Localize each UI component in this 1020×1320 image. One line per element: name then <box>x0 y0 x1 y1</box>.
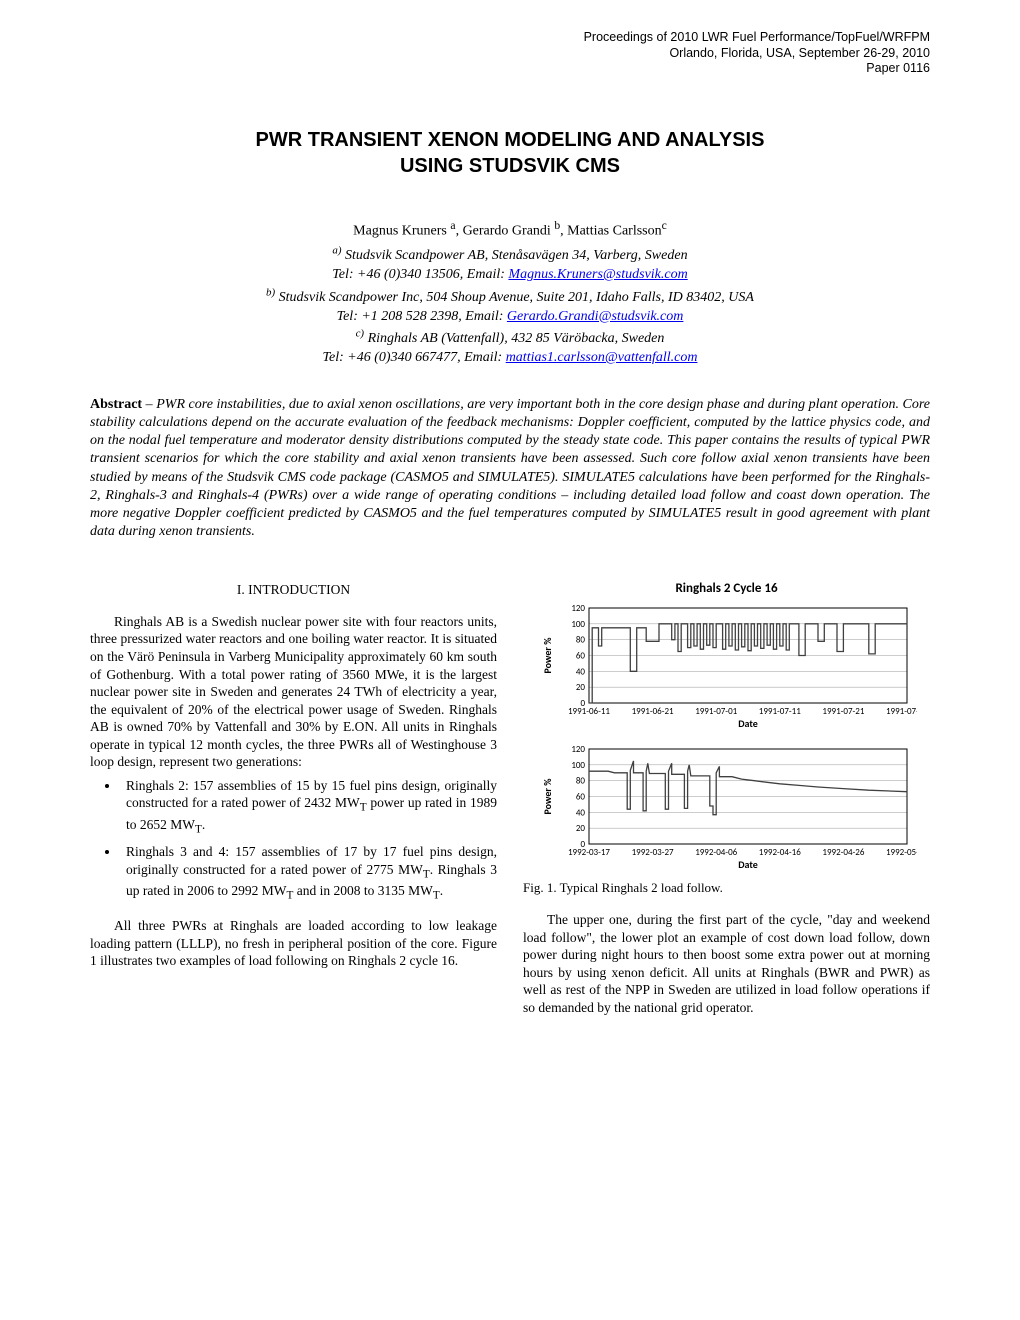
authors: Magnus Kruners a, Gerardo Grandi b, Matt… <box>90 219 930 240</box>
figure-1-caption: Fig. 1. Typical Ringhals 2 load follow. <box>523 880 930 897</box>
svg-text:1991-07-31: 1991-07-31 <box>885 706 916 717</box>
svg-text:20: 20 <box>575 823 585 834</box>
title-line-2: USING STUDSVIK CMS <box>90 153 930 179</box>
bullet-ringhals-2: Ringhals 2: 157 assemblies of 15 by 15 f… <box>120 777 497 837</box>
svg-text:1992-04-16: 1992-04-16 <box>758 847 800 858</box>
email-link-a[interactable]: Magnus.Kruners@studsvik.com <box>508 267 687 282</box>
figure-1-title: Ringhals 2 Cycle 16 <box>523 581 930 598</box>
svg-text:Power %: Power % <box>541 637 554 674</box>
affiliation-a: a) Studsvik Scandpower AB, Stenåsavägen … <box>90 244 930 267</box>
svg-text:Date: Date <box>738 858 758 871</box>
svg-text:1992-03-17: 1992-03-17 <box>567 847 609 858</box>
bullet-ringhals-3-4: Ringhals 3 and 4: 157 assemblies of 17 b… <box>120 843 497 903</box>
svg-text:1991-06-21: 1991-06-21 <box>631 706 673 717</box>
affiliation-b: b) Studsvik Scandpower Inc, 504 Shoup Av… <box>90 285 930 308</box>
abstract-text: PWR core instabilities, due to axial xen… <box>90 397 930 539</box>
body-columns: I. INTRODUCTION Ringhals AB is a Swedish… <box>90 581 930 1018</box>
right-para-1: The upper one, during the first part of … <box>523 911 930 1016</box>
abstract-dash: – <box>142 397 156 412</box>
left-column: I. INTRODUCTION Ringhals AB is a Swedish… <box>90 581 497 1018</box>
affil-c-tel: Tel: +46 (0)340 667477, Email: <box>323 350 506 365</box>
reactor-bullets: Ringhals 2: 157 assemblies of 15 by 15 f… <box>90 777 497 903</box>
affil-a-tel: Tel: +46 (0)340 13506, Email: <box>332 267 508 282</box>
chart-top: 0204060801001201991-06-111991-06-211991-… <box>537 600 917 735</box>
intro-para-2: All three PWRs at Ringhals are loaded ac… <box>90 917 497 970</box>
affil-c-text: c) Ringhals AB (Vattenfall), 432 85 Värö… <box>356 331 665 346</box>
intro-para-1: Ringhals AB is a Swedish nuclear power s… <box>90 613 497 771</box>
paper-number: Paper 0116 <box>90 61 930 77</box>
affil-b-text: b) Studsvik Scandpower Inc, 504 Shoup Av… <box>266 290 754 305</box>
proceedings-line: Proceedings of 2010 LWR Fuel Performance… <box>90 30 930 46</box>
paper-title: PWR TRANSIENT XENON MODELING AND ANALYSI… <box>90 127 930 179</box>
svg-text:1992-05-06: 1992-05-06 <box>885 847 916 858</box>
figure-1: Ringhals 2 Cycle 16 0204060801001201991-… <box>523 581 930 876</box>
title-line-1: PWR TRANSIENT XENON MODELING AND ANALYSI… <box>90 127 930 153</box>
svg-text:1991-07-11: 1991-07-11 <box>758 706 800 717</box>
svg-text:100: 100 <box>571 760 585 771</box>
svg-text:1992-04-06: 1992-04-06 <box>695 847 737 858</box>
svg-text:40: 40 <box>575 667 585 678</box>
abstract-label: Abstract <box>90 397 142 412</box>
right-column: Ringhals 2 Cycle 16 0204060801001201991-… <box>523 581 930 1018</box>
svg-text:1991-06-11: 1991-06-11 <box>567 706 609 717</box>
affiliation-c: c) Ringhals AB (Vattenfall), 432 85 Värö… <box>90 326 930 349</box>
svg-text:80: 80 <box>575 776 585 787</box>
abstract: Abstract – PWR core instabilities, due t… <box>90 396 930 542</box>
svg-text:Power %: Power % <box>541 778 554 815</box>
svg-text:1991-07-21: 1991-07-21 <box>822 706 864 717</box>
affiliation-a-contact: Tel: +46 (0)340 13506, Email: Magnus.Kru… <box>90 266 930 285</box>
svg-text:60: 60 <box>575 651 585 662</box>
svg-text:1992-04-26: 1992-04-26 <box>822 847 864 858</box>
svg-text:120: 120 <box>571 603 585 614</box>
affil-a-text: a) Studsvik Scandpower AB, Stenåsavägen … <box>332 248 687 263</box>
conference-header: Proceedings of 2010 LWR Fuel Performance… <box>90 30 930 77</box>
email-link-b[interactable]: Gerardo.Grandi@studsvik.com <box>507 309 683 324</box>
svg-text:20: 20 <box>575 682 585 693</box>
svg-text:40: 40 <box>575 808 585 819</box>
affiliation-c-contact: Tel: +46 (0)340 667477, Email: mattias1.… <box>90 349 930 368</box>
location-line: Orlando, Florida, USA, September 26-29, … <box>90 46 930 62</box>
chart-bottom: 0204060801001201992-03-171992-03-271992-… <box>537 741 917 876</box>
svg-text:120: 120 <box>571 744 585 755</box>
affil-b-tel: Tel: +1 208 528 2398, Email: <box>337 309 507 324</box>
email-link-c[interactable]: mattias1.carlsson@vattenfall.com <box>506 350 698 365</box>
svg-text:100: 100 <box>571 619 585 630</box>
affiliation-b-contact: Tel: +1 208 528 2398, Email: Gerardo.Gra… <box>90 308 930 327</box>
svg-text:Date: Date <box>738 717 758 730</box>
svg-text:1991-07-01: 1991-07-01 <box>695 706 737 717</box>
section-1-heading: I. INTRODUCTION <box>90 581 497 599</box>
svg-text:1992-03-27: 1992-03-27 <box>631 847 673 858</box>
svg-text:80: 80 <box>575 635 585 646</box>
svg-text:60: 60 <box>575 792 585 803</box>
